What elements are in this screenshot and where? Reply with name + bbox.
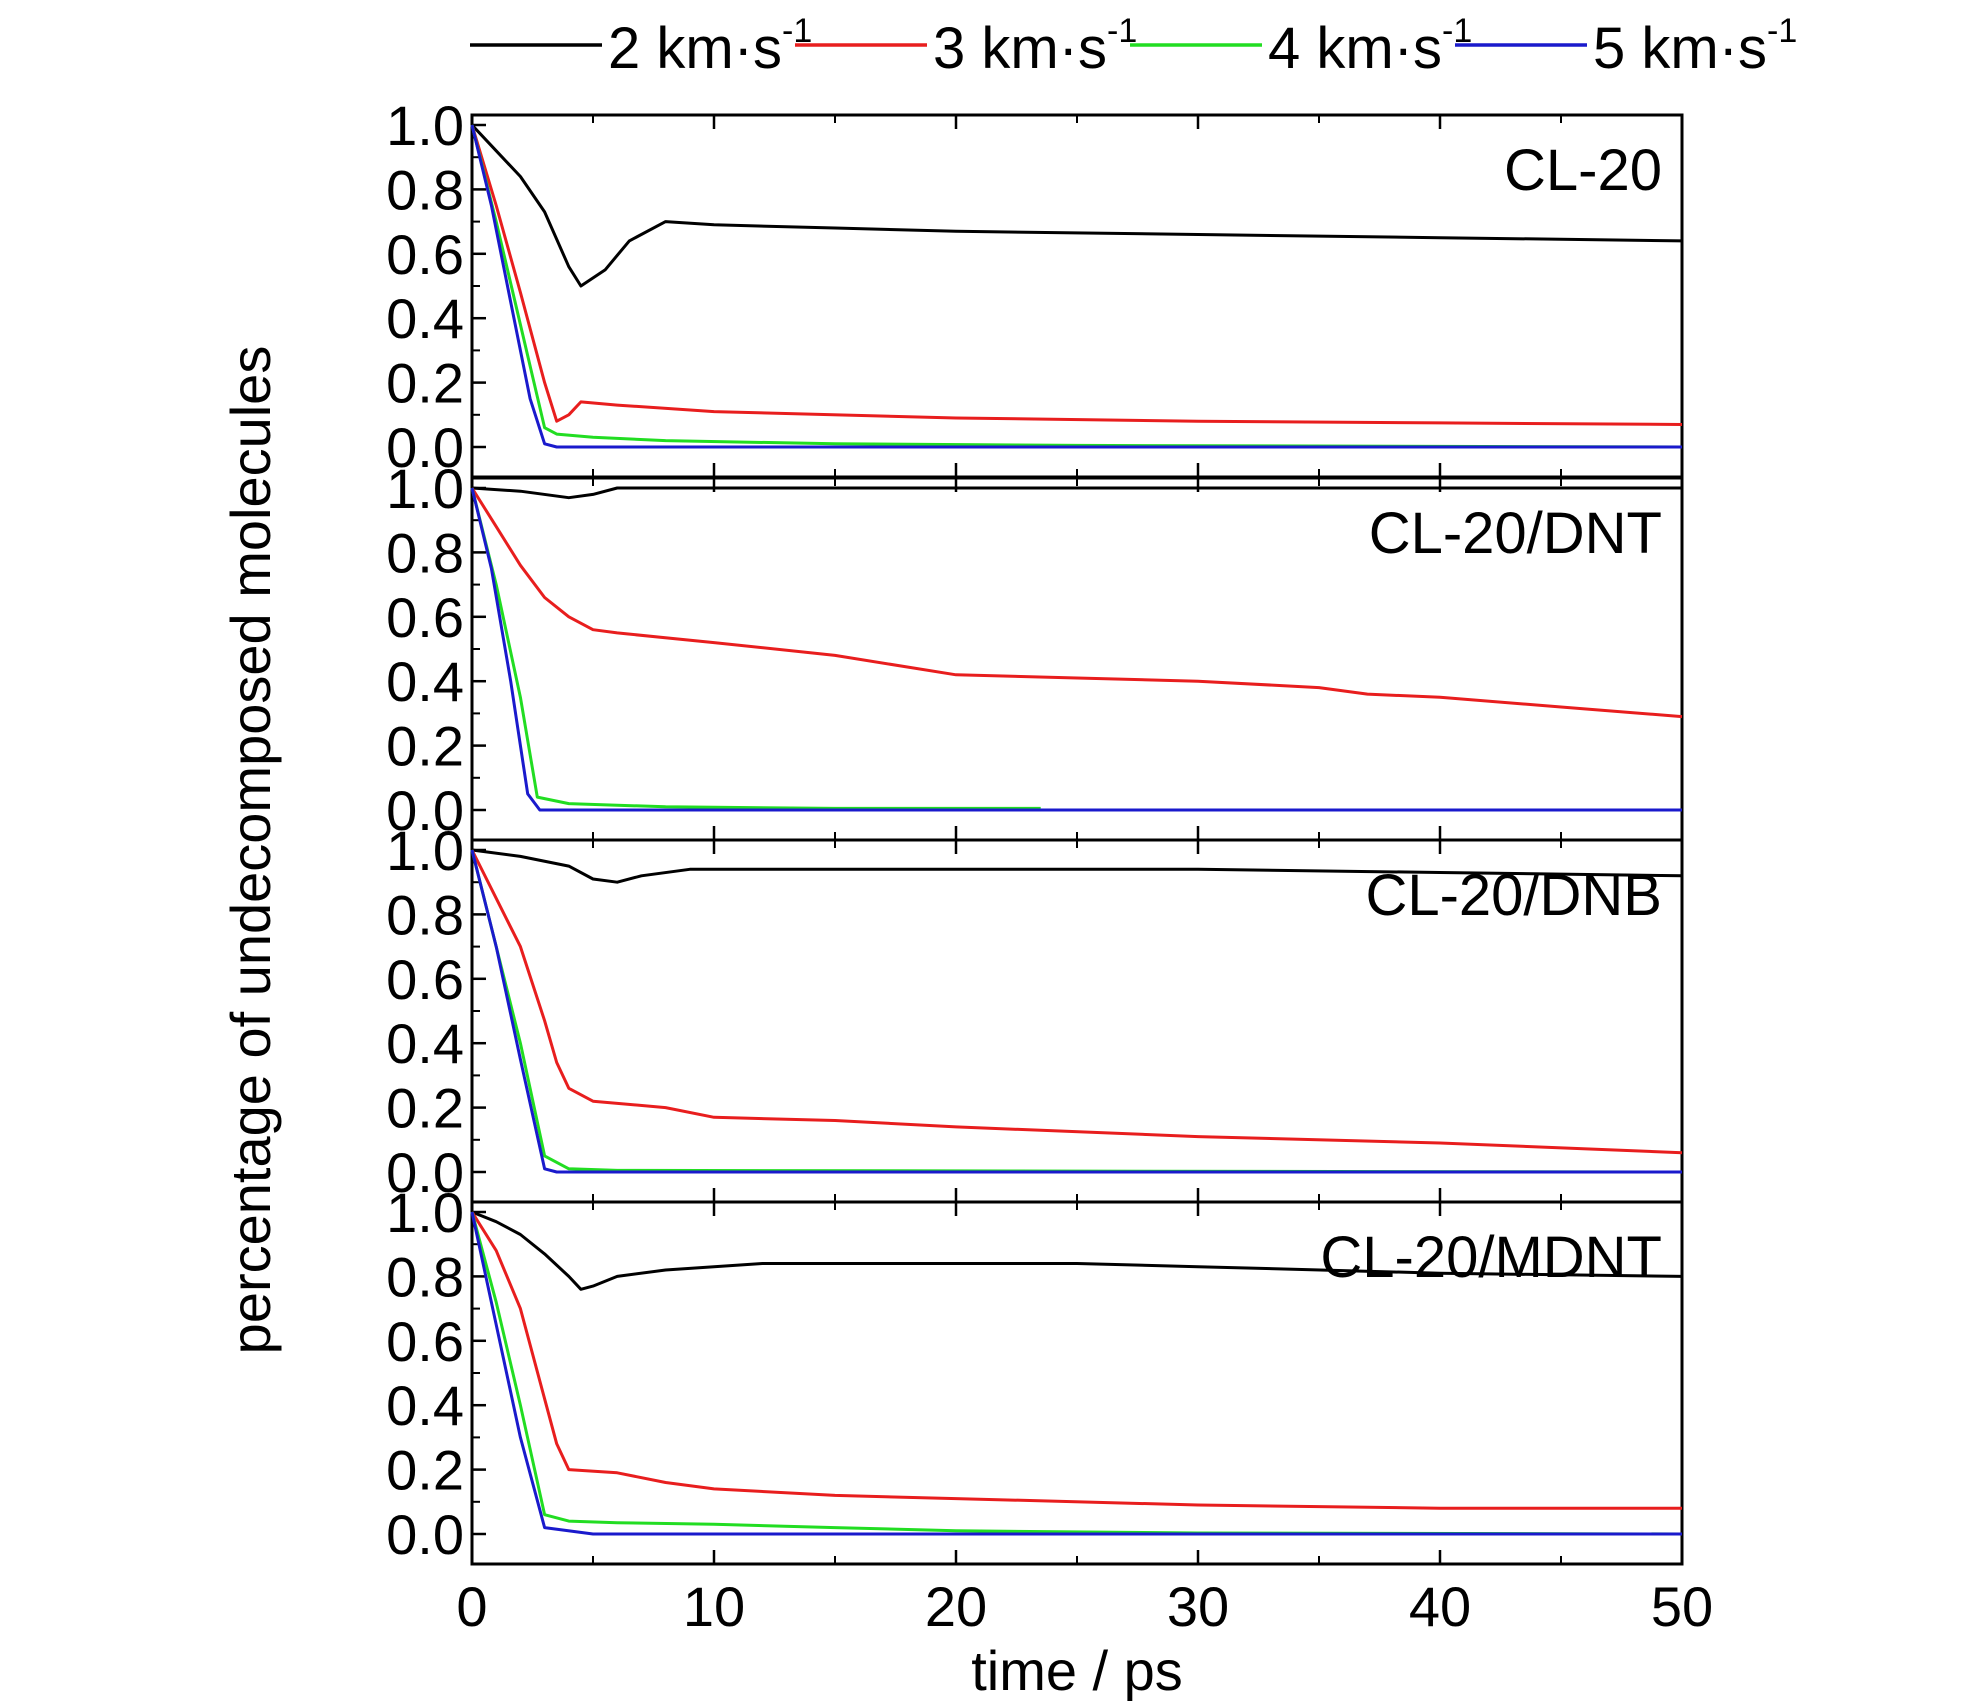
x-tick-label: 10 [683,1575,745,1638]
y-tick-label: 0.8 [386,521,464,584]
x-axis-title: time / ps [971,1639,1183,1701]
legend-label-main: 3 km·s [933,16,1107,81]
series-line [470,487,1041,810]
y-tick-label: 0.6 [386,948,464,1011]
y-tick-label: 0.2 [386,1077,464,1140]
series-line [470,124,1682,449]
series-line [470,123,1683,288]
legend-label: 2 km·s-1 [608,12,812,81]
y-tick-label: 0.2 [386,715,464,778]
series-line [470,124,1683,426]
y-tick-label: 0.4 [386,1012,464,1075]
y-tick-label: 0.6 [386,1310,464,1373]
panel-label: CL-20 [1504,138,1662,203]
x-tick-label: 30 [1167,1575,1229,1638]
y-tick-label: 0.8 [386,883,464,946]
series-line [471,486,1682,500]
series-line [470,1211,1682,1510]
series-line [470,487,1683,719]
y-tick-label: 0.8 [386,1245,464,1308]
series-line [470,1211,1682,1536]
legend-label: 3 km·s-1 [933,12,1137,81]
series-line [471,1210,1683,1291]
y-tick-label: 0.0 [386,779,464,842]
series-line [470,124,1683,449]
y-tick-label: 1.0 [386,819,464,882]
x-tick-label: 50 [1651,1575,1713,1638]
panel-label: CL-20/DNB [1365,863,1662,928]
y-tick-label: 0.6 [386,586,464,649]
legend-label: 4 km·s-1 [1268,12,1472,81]
y-tick-label: 0.2 [386,1439,464,1502]
panel-label: CL-20/DNT [1369,501,1662,566]
series-line [470,849,1683,1155]
x-tick-label: 20 [925,1575,987,1638]
y-tick-label: 0.0 [386,416,464,479]
series-line [470,487,1682,812]
series-line [471,848,1683,884]
y-tick-label: 0.4 [386,1374,464,1437]
y-axis-title: percentage of undecomposed molecules [219,346,282,1355]
y-tick-label: 0.0 [386,1503,464,1566]
y-tick-label: 0.4 [386,287,464,350]
series-line [470,1211,1683,1536]
y-tick-label: 0.8 [386,158,464,221]
x-tick-label: 40 [1409,1575,1471,1638]
series-line [470,849,1682,1174]
y-tick-label: 1.0 [386,457,464,520]
y-tick-label: 1.0 [386,94,464,157]
legend-label-sup: -1 [1767,12,1797,50]
y-tick-label: 0.4 [386,650,464,713]
y-tick-label: 0.2 [386,352,464,415]
legend-label-main: 4 km·s [1268,16,1442,81]
y-tick-label: 1.0 [386,1181,464,1244]
panel-label: CL-20/MDNT [1320,1225,1662,1290]
legend-label: 5 km·s-1 [1593,12,1797,81]
x-tick-label: 0 [456,1575,487,1638]
y-tick-label: 0.6 [386,223,464,286]
legend-label-main: 2 km·s [608,16,782,81]
legend-label-main: 5 km·s [1593,16,1767,81]
y-tick-label: 0.0 [386,1141,464,1204]
